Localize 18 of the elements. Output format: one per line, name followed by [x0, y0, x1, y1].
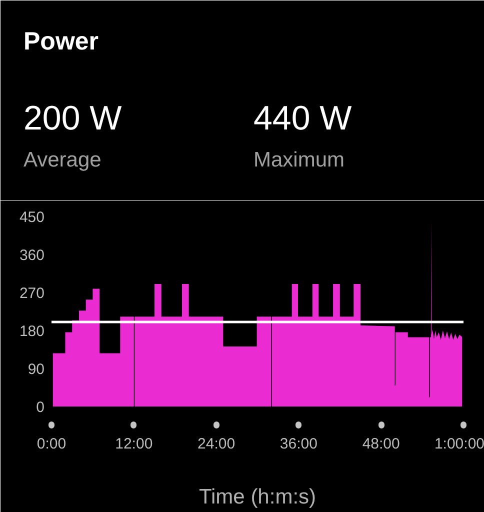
y-tick-label: 90: [28, 361, 45, 378]
x-axis-title: Time (h:m:s): [198, 486, 316, 508]
x-tick-label: 36:00: [280, 436, 318, 452]
y-tick-label: 450: [19, 209, 45, 226]
y-tick-label: 270: [19, 285, 45, 302]
text: 200 W: [24, 100, 122, 138]
y-tick-label: 0: [36, 399, 44, 416]
x-tick-label: 12:00: [115, 436, 153, 452]
x-tick-label: 0:00: [36, 436, 66, 452]
x-tick-label: 48:00: [362, 436, 400, 452]
chart-title: Power: [24, 28, 99, 56]
text: Average: [24, 148, 102, 172]
x-tick-label: 1:00:00: [434, 436, 484, 452]
y-tick-label: 360: [19, 247, 45, 264]
y-tick-label: 180: [19, 323, 45, 340]
x-tick-label: 24:00: [198, 436, 236, 452]
text: 440 W: [254, 100, 352, 138]
text: Maximum: [254, 148, 345, 172]
